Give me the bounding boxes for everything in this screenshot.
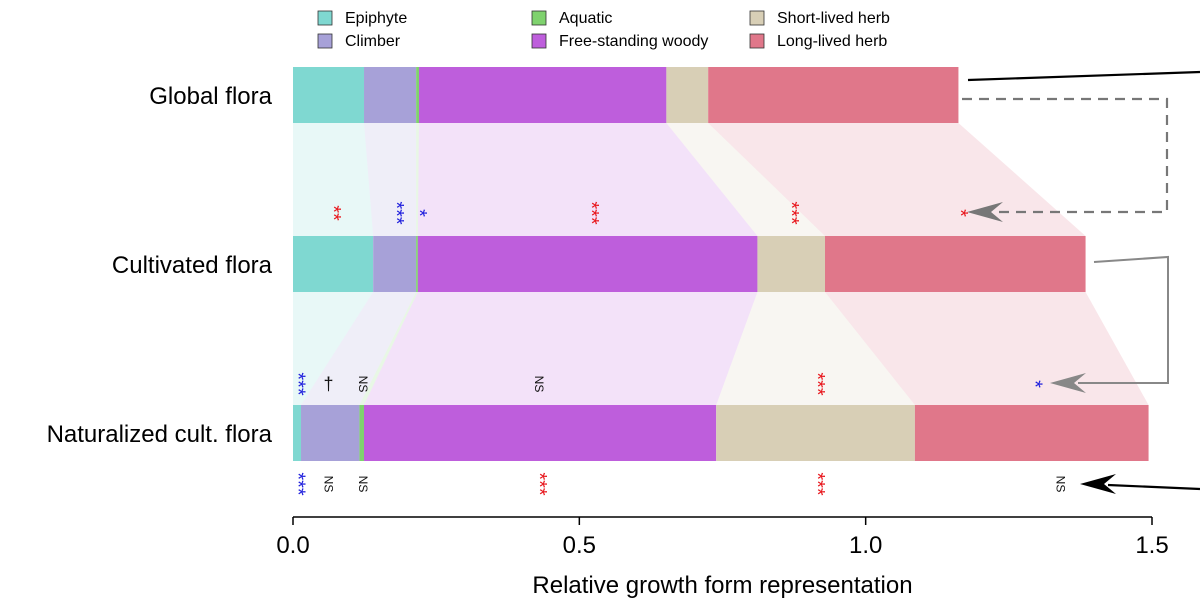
bar-naturalized-cult-flora-free-standing-woody	[364, 405, 717, 461]
x-tick-label: 0.0	[276, 532, 309, 559]
dashed-comparison-arrow	[962, 97, 1169, 214]
x-tick-label: 1.0	[849, 532, 882, 559]
black-comparison-arrow	[1107, 483, 1200, 491]
connector-long-lived-herb	[825, 292, 1149, 405]
bar-naturalized-cult-flora-aquatic	[359, 405, 365, 461]
bar-global-flora-free-standing-woody	[418, 67, 667, 123]
ns-mark: NS	[532, 376, 546, 393]
connector-aquatic	[359, 292, 418, 405]
legend: Epiphyte Climber Aquatic Free-standing wood…	[317, 10, 890, 50]
x-axis-label: Relative growth form representation	[532, 572, 912, 599]
bar-global-flora-long-lived-herb	[708, 67, 959, 123]
legend-label-aquatic: Aquatic	[559, 10, 612, 27]
bar-cultivated-flora-long-lived-herb	[825, 236, 1086, 292]
significance-stars: ***	[385, 201, 407, 225]
bar-global-flora-short-lived-herb	[666, 67, 709, 123]
solid-arrowhead	[1050, 373, 1086, 393]
connector-short-lived-herb	[666, 123, 826, 236]
significance-stars: ***	[806, 472, 828, 496]
connector-free-standing-woody	[364, 292, 758, 405]
bar-global-flora-epiphyte	[293, 67, 365, 123]
ns-mark: NS	[356, 476, 370, 493]
row-labels: Global flora Cultivated flora Naturalized …	[47, 83, 273, 448]
bar-cultivated-flora-aquatic	[416, 236, 418, 292]
connector-climber	[364, 123, 417, 236]
legend-label-free-standing-woody: Free-standing woody	[559, 33, 708, 50]
connector-short-lived-herb	[716, 292, 915, 405]
ns-mark: NS	[322, 476, 336, 493]
x-tick-label: 0.5	[563, 532, 596, 559]
significance-stars: ***	[780, 201, 802, 225]
legend-swatch-long-lived-herb	[749, 33, 765, 49]
legend-label-short-lived-herb: Short-lived herb	[777, 10, 890, 27]
stacked-bars	[293, 67, 1149, 461]
legend-label-long-lived-herb: Long-lived herb	[777, 33, 887, 50]
bar-naturalized-cult-flora-long-lived-herb	[914, 405, 1149, 461]
significance-stars: ***	[580, 201, 602, 225]
legend-swatch-short-lived-herb	[749, 10, 765, 26]
significance-stars: ***	[287, 372, 309, 396]
band-connectors	[293, 123, 1149, 405]
significance-stars: *	[1024, 380, 1046, 388]
row-label-naturalized-cult-flora: Naturalized cult. flora	[47, 421, 273, 448]
row-label-cultivated-flora: Cultivated flora	[112, 252, 273, 279]
bar-cultivated-flora-free-standing-woody	[417, 236, 758, 292]
bar-global-flora-climber	[364, 67, 417, 123]
global-flora-connector-line	[967, 70, 1200, 82]
legend-swatch-epiphyte	[317, 10, 333, 26]
connector-climber	[301, 292, 417, 405]
legend-label-epiphyte: Epiphyte	[345, 10, 407, 27]
connector-epiphyte	[293, 123, 374, 236]
bar-cultivated-flora-short-lived-herb	[757, 236, 826, 292]
legend-swatch-aquatic	[531, 10, 547, 26]
bar-naturalized-cult-flora-epiphyte	[293, 405, 302, 461]
legend-swatch-climber	[317, 33, 333, 49]
ns-mark: NS	[1053, 476, 1067, 493]
row-label-global-flora: Global flora	[149, 83, 272, 110]
comparison-arrows	[962, 70, 1200, 494]
significance-stars: *	[949, 209, 971, 217]
significance-stars: ***	[806, 372, 828, 396]
x-axis: 0.0 0.5 1.0 1.5	[276, 516, 1169, 559]
dagger-mark: †	[323, 374, 333, 394]
legend-swatch-free-standing-woody	[531, 33, 547, 49]
connector-free-standing-woody	[417, 123, 758, 236]
bar-cultivated-flora-climber	[373, 236, 417, 292]
dashed-arrowhead	[967, 202, 1003, 222]
significance-stars: ***	[287, 472, 309, 496]
significance-stars: *	[408, 209, 430, 217]
significance-stars: ***	[528, 472, 550, 496]
significance-marks: ** *** * *** *** **** † NS NS *** **** NS NS *** *** NS	[287, 201, 1068, 496]
connector-aquatic	[416, 123, 419, 236]
ns-mark: NS	[356, 376, 370, 393]
bar-cultivated-flora-epiphyte	[293, 236, 374, 292]
x-tick-label: 1.5	[1135, 532, 1168, 559]
bar-naturalized-cult-flora-short-lived-herb	[716, 405, 915, 461]
bar-naturalized-cult-flora-climber	[301, 405, 360, 461]
bar-global-flora-aquatic	[416, 67, 419, 123]
legend-label-climber: Climber	[345, 33, 401, 50]
black-arrowhead	[1080, 474, 1116, 494]
connector-epiphyte	[293, 292, 374, 405]
significance-stars: **	[322, 205, 344, 221]
solid-comparison-arrow	[1078, 255, 1169, 384]
